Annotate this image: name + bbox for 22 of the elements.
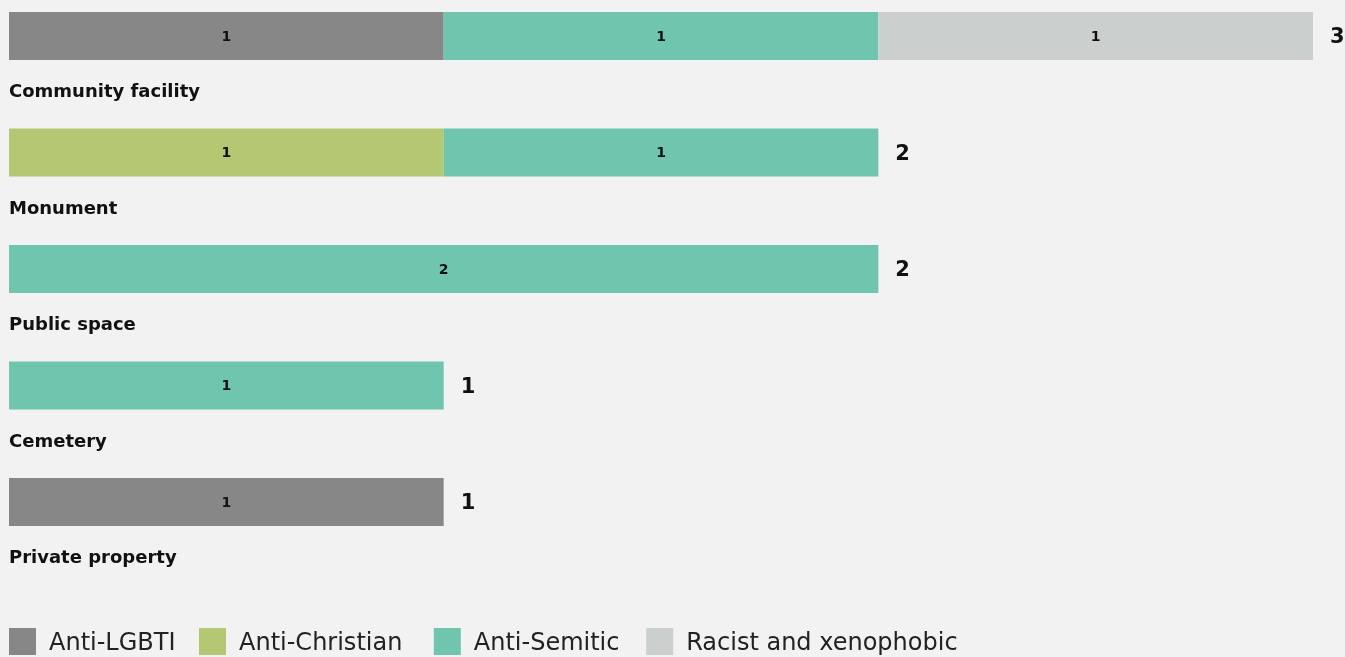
total-label: 2 bbox=[895, 257, 910, 282]
data-label: 1 bbox=[656, 27, 666, 44]
y-tick-label: Private property bbox=[9, 546, 177, 567]
data-label: 1 bbox=[221, 27, 232, 44]
legend-label: Anti-Semitic bbox=[473, 628, 620, 657]
data-label: 1 bbox=[221, 493, 232, 510]
legend-label: Racist and xenophobic bbox=[686, 628, 958, 657]
total-label: 1 bbox=[460, 490, 476, 515]
data-label: 1 bbox=[656, 144, 666, 161]
data-label: 1 bbox=[1090, 27, 1101, 44]
y-tick-label: Monument bbox=[9, 196, 118, 218]
y-tick-label: Community facility bbox=[9, 80, 201, 101]
y-tick-label: Public space bbox=[9, 313, 136, 334]
total-label: 3 bbox=[1330, 24, 1345, 49]
data-label: 2 bbox=[438, 260, 449, 277]
legend-label: Anti-LGBTI bbox=[49, 628, 176, 657]
total-label: 2 bbox=[895, 140, 910, 165]
y-tick-label: Cemetery bbox=[9, 429, 108, 451]
data-label: 1 bbox=[221, 377, 232, 394]
legend-label: Anti-Christian bbox=[239, 628, 403, 657]
total-label: 1 bbox=[460, 373, 476, 398]
data-label: 1 bbox=[221, 144, 232, 161]
